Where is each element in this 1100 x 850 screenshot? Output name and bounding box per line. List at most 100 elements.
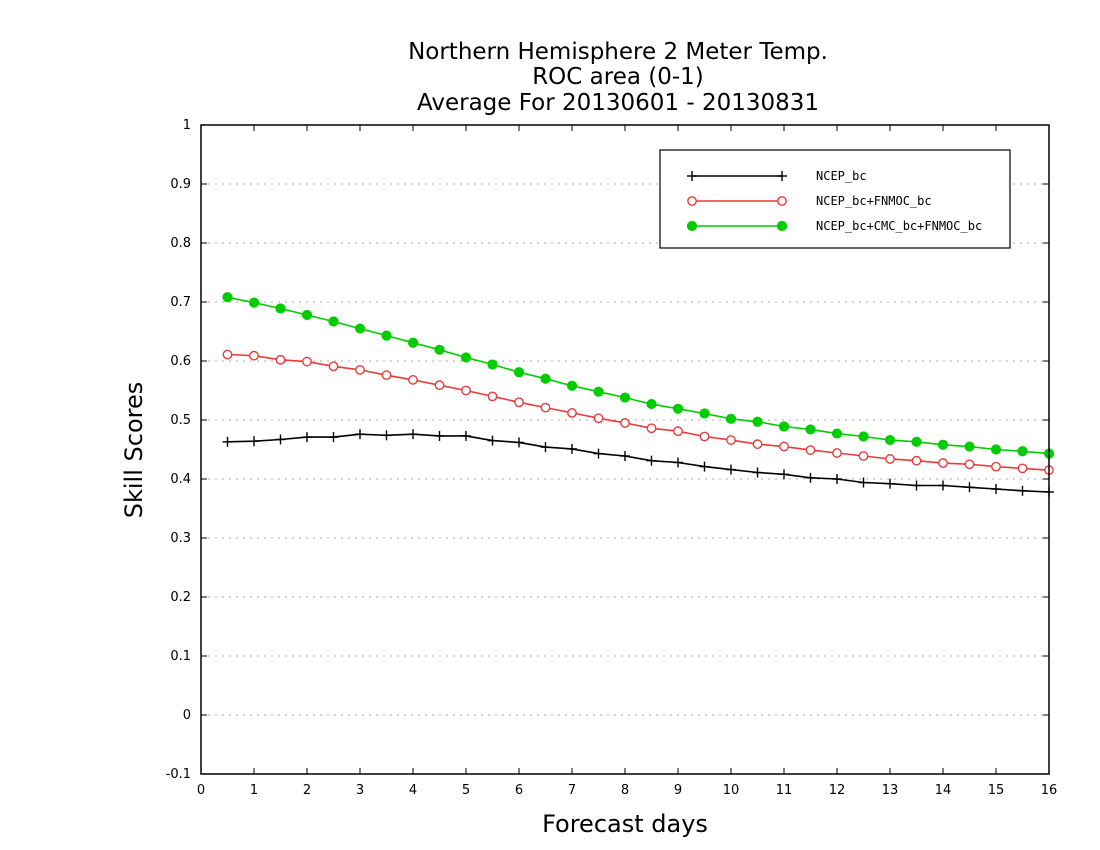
data-point	[513, 367, 525, 378]
data-point	[832, 448, 842, 458]
data-point	[805, 424, 816, 435]
x-tick-label: 9	[674, 783, 682, 798]
data-point	[699, 408, 710, 419]
data-point	[752, 416, 763, 427]
x-tick-label: 5	[462, 783, 470, 798]
data-point	[249, 436, 259, 447]
y-tick-label: 0.9	[170, 177, 191, 192]
plot-frame	[200, 124, 1050, 775]
data-point	[831, 428, 843, 439]
x-tick-label: 1	[250, 783, 258, 798]
series-1	[222, 429, 1054, 497]
y-tick-label: 0.2	[170, 590, 191, 605]
data-point	[248, 297, 260, 308]
data-point	[911, 480, 922, 491]
data-point	[514, 397, 524, 408]
data-point	[222, 349, 233, 360]
x-tick-label: 12	[829, 783, 846, 798]
legend-label: NCEP_bc	[816, 169, 867, 183]
chart-title: Northern Hemisphere 2 Meter Temp. ROC ar…	[408, 39, 828, 116]
data-point	[487, 391, 498, 402]
data-point	[540, 442, 551, 453]
series-3	[222, 292, 1055, 459]
series-2	[222, 349, 1054, 476]
data-point	[434, 380, 445, 391]
y-tick-label: -0.1	[166, 767, 191, 782]
data-point	[328, 432, 339, 443]
data-point	[884, 434, 896, 446]
data-point	[858, 431, 869, 442]
data-point	[408, 374, 418, 385]
data-point	[911, 455, 922, 466]
data-point	[275, 303, 286, 314]
y-tick-label: 1	[183, 118, 191, 133]
x-tick-label: 8	[621, 783, 629, 798]
legend-marker	[687, 196, 697, 206]
x-tick-label: 6	[515, 783, 523, 798]
data-point	[249, 350, 259, 361]
data-point	[990, 444, 1002, 455]
title-line-3: Average For 20130601 - 20130831	[417, 90, 819, 116]
data-point	[540, 373, 551, 384]
x-tick-label: 2	[303, 783, 311, 798]
data-point	[752, 439, 763, 450]
legend-item-2: NCEP_bc+FNMOC_bc	[687, 194, 932, 208]
data-point	[620, 450, 630, 461]
data-point	[222, 436, 233, 447]
data-point	[487, 359, 498, 370]
data-point	[566, 380, 578, 391]
data-point	[275, 434, 286, 445]
data-point	[461, 385, 471, 396]
data-point	[354, 323, 366, 334]
y-tick-label: 0.4	[170, 472, 191, 487]
data-point	[911, 436, 922, 447]
data-point	[619, 392, 631, 403]
data-point	[1017, 463, 1028, 474]
x-tick-label: 4	[409, 783, 417, 798]
y-tick-label: 0	[183, 708, 191, 723]
data-point	[805, 445, 816, 455]
x-tick-label: 3	[356, 783, 364, 798]
data-point	[885, 478, 895, 489]
data-point	[778, 421, 790, 432]
x-tick-label: 15	[988, 783, 1005, 798]
x-tick-label: 16	[1041, 783, 1058, 798]
data-point	[434, 344, 445, 355]
data-point	[938, 458, 948, 468]
y-tick-label: 0.7	[170, 295, 191, 310]
data-point	[487, 435, 498, 446]
legend: NCEP_bc NCEP_bc+FNMOC_bc NCEP_bc+CMC_bc+FN…	[659, 149, 1011, 249]
data-point	[302, 432, 312, 443]
data-point	[381, 430, 392, 441]
x-tick-label: 7	[568, 783, 576, 798]
legend-marker	[687, 171, 697, 181]
data-point	[460, 352, 472, 363]
data-point	[593, 386, 604, 397]
series-layer	[222, 292, 1055, 497]
x-tick-label: 14	[935, 783, 952, 798]
data-point	[275, 354, 286, 365]
x-tick-label: 11	[776, 783, 793, 798]
series-line	[227, 353, 1050, 471]
x-tick-label: 13	[882, 783, 899, 798]
x-axis-ticks: 0 1 2 3 4 5 6 7 8 9 10 11 12 13 14 15 16	[197, 125, 1057, 798]
data-point	[434, 430, 445, 441]
data-point	[593, 448, 604, 459]
legend-marker	[776, 220, 788, 232]
data-point	[858, 451, 869, 461]
data-point	[1017, 485, 1028, 496]
data-point	[779, 469, 789, 480]
series-line	[227, 296, 1050, 455]
data-point	[858, 477, 869, 488]
y-axis-ticks: -0.1 0 0.1 0.2 0.3 0.4 0.5 0.6 0.7 0.8 0.9 1	[166, 118, 1049, 782]
data-point	[991, 484, 1001, 495]
legend-label: NCEP_bc+CMC_bc+FNMOC_bc	[816, 219, 982, 233]
data-point	[885, 454, 895, 464]
data-point	[964, 482, 975, 493]
data-point	[567, 443, 577, 454]
y-tick-label: 0.8	[170, 236, 191, 251]
y-tick-label: 0.5	[170, 413, 191, 428]
data-point	[1017, 446, 1028, 457]
data-point	[646, 398, 657, 410]
data-point	[355, 429, 365, 440]
